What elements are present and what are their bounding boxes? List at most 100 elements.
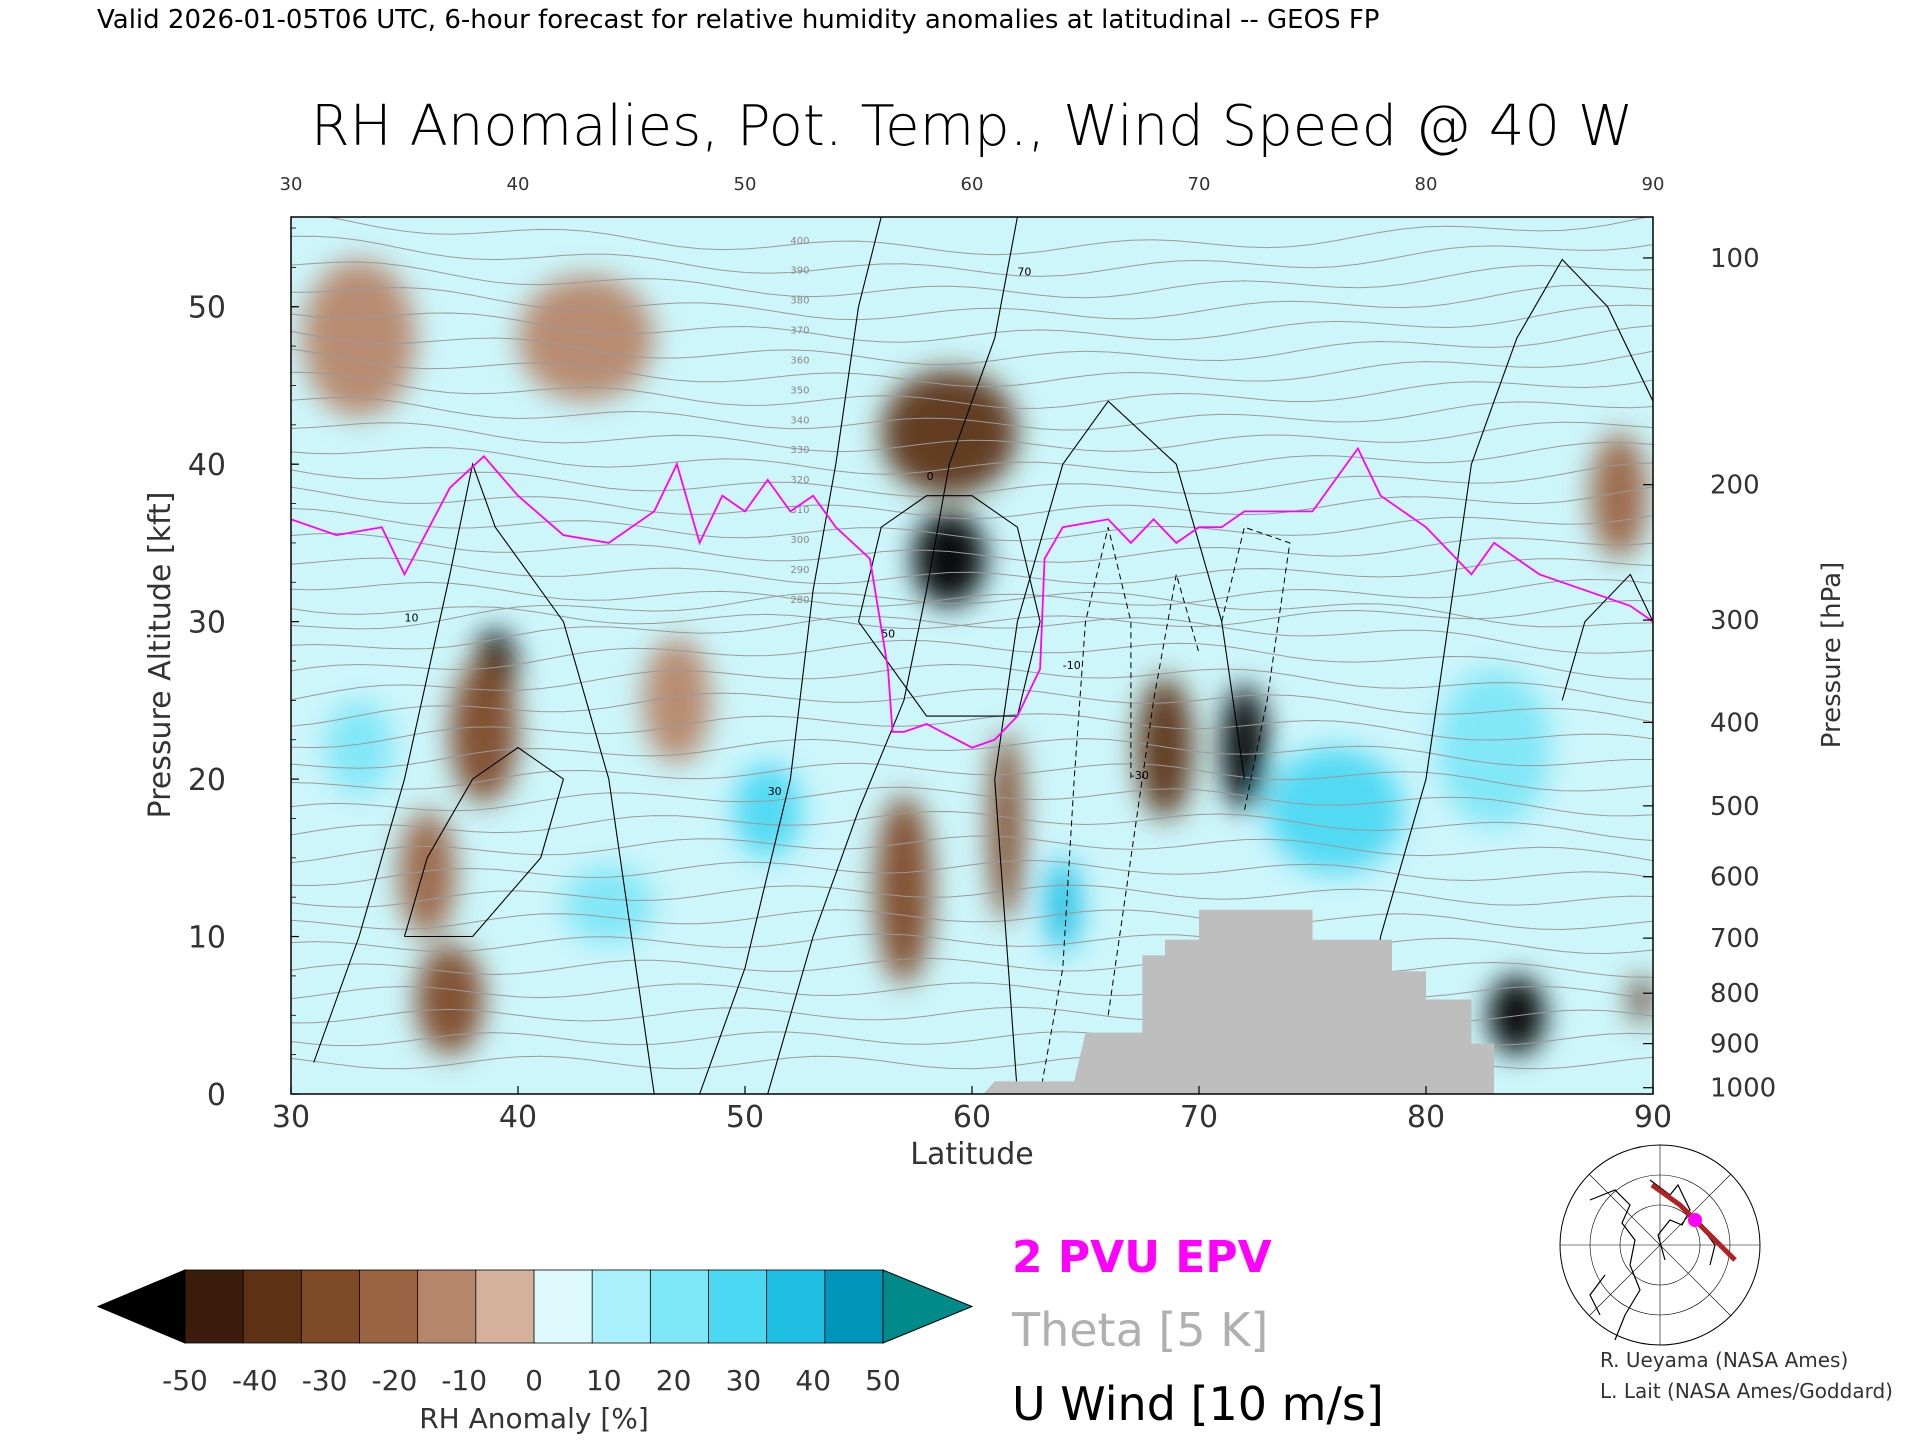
colorbar-tick-label-6: 10: [586, 1364, 622, 1397]
theta-contour-29: [291, 397, 1653, 431]
theta-contour-11: [291, 786, 1653, 817]
x-tick-label-2: 50: [726, 1100, 764, 1135]
theta-contour-34: [291, 284, 1653, 321]
colorbar-tick-label-0: -50: [162, 1364, 208, 1397]
y-axis-label-right: Pressure [hPa]: [1817, 562, 1847, 749]
rh-anomaly-blob-16: [1267, 747, 1404, 874]
x-tick-label-0: 30: [272, 1100, 310, 1135]
wind-label-3: 70: [1017, 265, 1031, 278]
colorbar-box-2: [300, 1269, 361, 1344]
wind-contour-3: [994, 400, 1245, 1094]
x-tick-label-6: 90: [1634, 1100, 1672, 1135]
colorbar-tick-label-5: 0: [525, 1364, 543, 1397]
colorbar-box-3: [359, 1269, 419, 1344]
credit-2: L. Lait (NASA Ames/Goddard): [1600, 1379, 1893, 1403]
rh-anomaly-blob-10: [875, 794, 933, 984]
theta-contour-31: [291, 348, 1653, 387]
y-tick-label-1: 10: [188, 921, 226, 956]
colorbar-box-7: [591, 1269, 652, 1344]
rh-anomaly-blob-12: [642, 637, 711, 764]
theta-label-7: 330: [790, 445, 809, 456]
colorbar-tick-label-1: -40: [232, 1364, 278, 1397]
rh-anomaly-blob-20: [563, 865, 655, 945]
p-tick-label-3: 400: [1710, 708, 1760, 738]
theta-label-3: 370: [790, 326, 809, 337]
theta-contour-9: [291, 835, 1653, 864]
x-top-tick-label-5: 80: [1415, 174, 1438, 195]
theta-label-4: 360: [790, 355, 809, 366]
p-tick-label-4: 500: [1710, 792, 1760, 822]
terrain-polygon: [983, 909, 1495, 1094]
y-axis-label-left: Pressure Altitude [kft]: [143, 492, 178, 819]
theta-contour-17: [291, 639, 1653, 680]
x-tick-label-5: 80: [1407, 1100, 1445, 1135]
theta-contour-18: [291, 615, 1653, 654]
rh-anomaly-blob-11: [989, 731, 1024, 921]
theta-contour-6: [291, 909, 1653, 931]
wind-contour-2: [767, 217, 1018, 1094]
colorbar-under-triangle: [96, 1269, 186, 1344]
y-tick-label-3: 30: [188, 606, 226, 641]
theta-contour-35: [291, 261, 1653, 299]
theta-label-2: 380: [790, 296, 809, 307]
colorbar-box-5: [475, 1269, 535, 1344]
y-tick-label-0: 0: [207, 1078, 226, 1113]
epv-2pvu-line: [291, 446, 1653, 749]
colorbar-box-6: [533, 1269, 594, 1344]
wind-contour-6: [403, 746, 565, 938]
legend-epv: 2 PVU EPV: [1012, 1232, 1272, 1283]
epv-2pvu-contour: [291, 446, 1653, 749]
theta-label-6: 340: [790, 415, 809, 426]
locator-point: [1688, 1213, 1702, 1227]
wind-contour-4: [1357, 258, 1653, 1094]
wind-label-4: 0: [927, 470, 934, 483]
p-tick-label-0: 100: [1710, 244, 1760, 274]
colorbar-label: RH Anomaly [%]: [419, 1402, 649, 1435]
rh-anomaly-blob-6: [1136, 676, 1194, 819]
colorbar-tick-label-8: 30: [726, 1364, 762, 1397]
y-tick-label-5: 50: [188, 291, 226, 326]
p-tick-label-8: 900: [1710, 1030, 1760, 1060]
header-text: Valid 2026-01-05T06 UTC, 6-hour forecast…: [97, 5, 1379, 35]
colorbar: -50 -40 -30 -20 -10 0 10 20 30 40 50: [96, 1269, 974, 1397]
x-axis-label: Latitude: [910, 1137, 1033, 1172]
theta-contour-24: [291, 508, 1653, 542]
legend-theta: Theta [5 K]: [1011, 1303, 1268, 1357]
rh-anomaly-blob-9: [1630, 975, 1653, 1024]
theta-contour-10: [291, 810, 1653, 841]
y-tick-label-2: 20: [188, 763, 226, 798]
theta-contour-5: [291, 933, 1653, 955]
axes: 3030404050506060707080809090010203040501…: [188, 174, 1776, 1135]
rh-anomaly-blob-21: [325, 700, 394, 795]
wind-label-5: -10: [1063, 659, 1081, 672]
terrain-mask: [983, 909, 1495, 1094]
colorbar-box-11: [824, 1269, 884, 1344]
colorbar-tick-label-3: -20: [372, 1364, 418, 1397]
colorbar-tick-label-2: -30: [302, 1364, 348, 1397]
theta-contour-36: [291, 235, 1653, 277]
p-tick-label-5: 600: [1710, 863, 1760, 893]
wind-contour-0: [313, 462, 655, 1094]
colorbar-box-9: [708, 1269, 768, 1344]
colorbar-box-8: [649, 1269, 710, 1344]
theta-label-1: 390: [790, 266, 809, 277]
wind-contour-negative-0: [1039, 527, 1132, 1094]
rh-anomaly-blob-14: [302, 259, 416, 417]
theta-contour-26: [291, 462, 1653, 498]
theta-contour-19: [291, 591, 1653, 630]
x-top-tick-label-4: 70: [1188, 174, 1211, 195]
theta-contour-30: [291, 371, 1653, 409]
rh-anomaly-blob-7: [1221, 684, 1268, 811]
rh-anomaly-blob-0: [912, 511, 986, 606]
theta-contour-23: [291, 532, 1653, 563]
rh-anomaly-blob-4: [415, 944, 484, 1055]
theta-label-12: 280: [790, 595, 809, 606]
colorbar-box-1: [242, 1269, 303, 1344]
theta-contour-4: [291, 957, 1653, 978]
theta-contour-33: [291, 304, 1653, 343]
theta-contour-27: [291, 441, 1653, 475]
theta-contour-12: [291, 762, 1653, 792]
plot-area: 400390380370360350340330320310300290280 …: [188, 174, 1776, 1135]
